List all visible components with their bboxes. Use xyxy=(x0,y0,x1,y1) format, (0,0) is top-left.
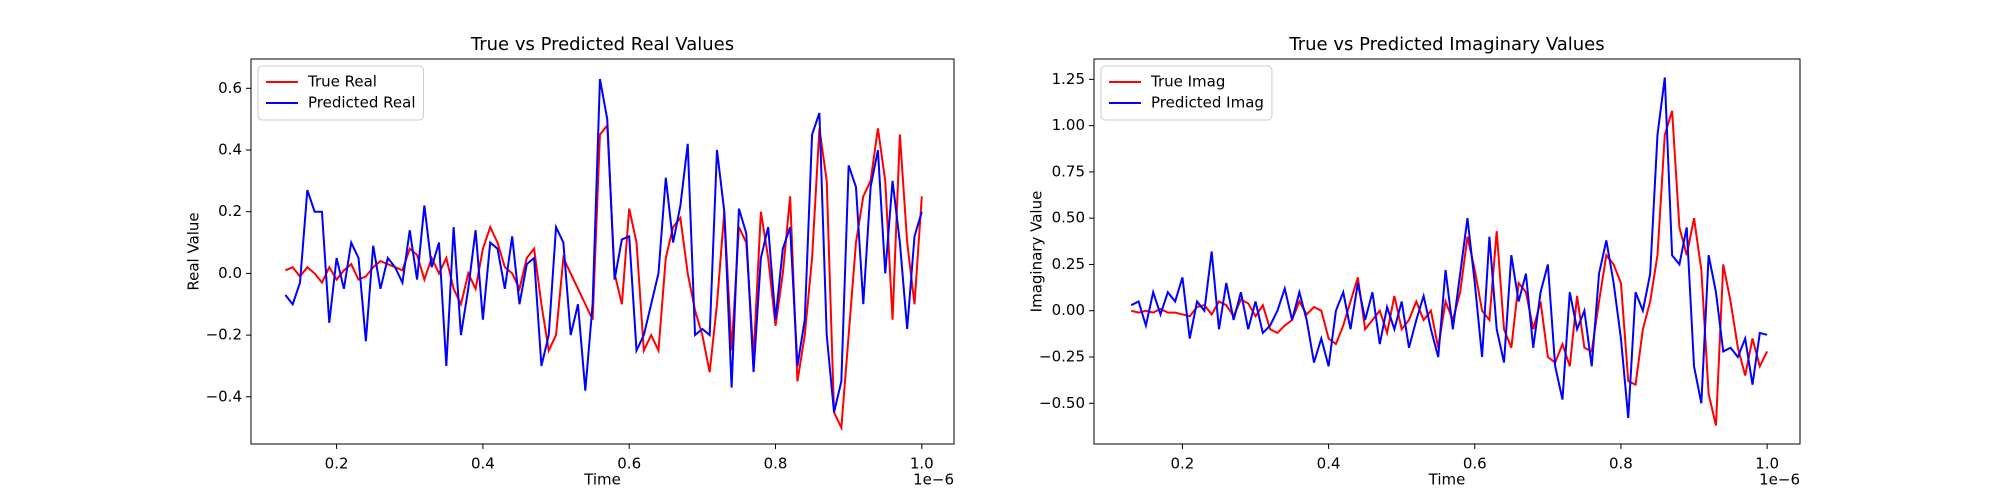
x-tick-label: 0.4 xyxy=(471,455,495,473)
y-tick-label: −0.4 xyxy=(206,387,242,405)
data-line xyxy=(1130,77,1768,419)
data-line xyxy=(284,122,923,432)
legend-frame xyxy=(257,65,425,121)
x-tick-label: 0.2 xyxy=(1171,455,1195,473)
y-tick-label: −0.25 xyxy=(1039,348,1085,366)
x-tick-label: 0.8 xyxy=(764,455,788,473)
axes-frame xyxy=(250,58,955,445)
legend-label: Predicted Real xyxy=(308,94,416,112)
x-tick-label: 1.0 xyxy=(910,455,934,473)
chart-title: True vs Predicted Real Values xyxy=(470,34,734,55)
y-tick-label: 0.2 xyxy=(218,202,242,220)
x-tick-label: 0.2 xyxy=(325,455,349,473)
data-line xyxy=(284,78,923,413)
legend-label: True Real xyxy=(307,73,377,91)
legend: True Imag Predicted Imag xyxy=(1100,65,1273,121)
x-tick-label: 0.6 xyxy=(617,455,641,473)
legend-frame xyxy=(1100,65,1273,121)
x-offset-text: 1e−6 xyxy=(913,471,954,489)
x-tick-label: 0.8 xyxy=(1609,455,1633,473)
y-tick-label: 0.6 xyxy=(218,79,242,97)
chart-title: True vs Predicted Imaginary Values xyxy=(1288,34,1604,55)
legend: True Real Predicted Real xyxy=(257,65,425,121)
x-tick-label: 0.6 xyxy=(1463,455,1487,473)
y-tick-label: 0.50 xyxy=(1052,209,1085,227)
y-tick-label: −0.2 xyxy=(206,326,242,344)
y-axis-label: Imaginary Value xyxy=(1028,191,1046,313)
x-tick-label: 0.4 xyxy=(1317,455,1341,473)
plot-area xyxy=(251,59,954,444)
y-tick-label: 0.00 xyxy=(1052,301,1085,319)
legend-label: Predicted Imag xyxy=(1151,94,1264,112)
y-tick-label: −0.50 xyxy=(1039,394,1085,412)
y-tick-label: 0.25 xyxy=(1052,255,1085,273)
x-offset-text: 1e−6 xyxy=(1759,471,1800,489)
y-tick-label: 1.25 xyxy=(1052,70,1085,88)
y-tick-label: 1.00 xyxy=(1052,116,1085,134)
legend-label: True Imag xyxy=(1150,73,1225,91)
x-tick-label: 1.0 xyxy=(1755,455,1779,473)
y-tick-label: 0.75 xyxy=(1052,162,1085,180)
x-axis-label: Time xyxy=(1428,471,1466,489)
axes-frame xyxy=(1093,58,1801,445)
y-tick-label: 0.4 xyxy=(218,141,242,159)
y-tick-label: 0.0 xyxy=(218,264,242,282)
x-axis-label: Time xyxy=(583,471,621,489)
y-axis-label: Real Value xyxy=(185,212,203,290)
